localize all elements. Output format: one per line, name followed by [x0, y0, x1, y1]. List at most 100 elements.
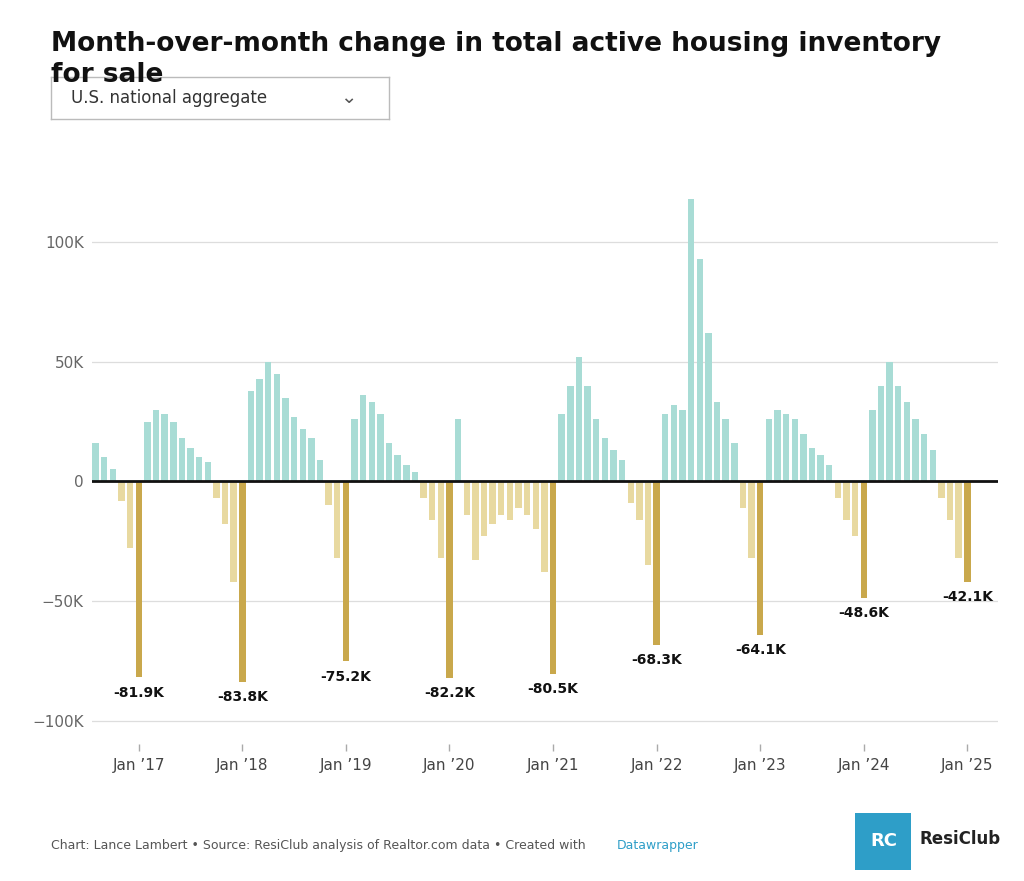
- Bar: [300, 429, 306, 481]
- Bar: [240, 481, 246, 682]
- Bar: [610, 450, 616, 481]
- Bar: [222, 481, 228, 524]
- Bar: [291, 417, 297, 481]
- Bar: [567, 386, 573, 481]
- Bar: [75, 414, 82, 481]
- Text: -81.9K: -81.9K: [114, 685, 164, 700]
- Bar: [455, 419, 462, 481]
- Bar: [542, 481, 548, 573]
- Bar: [550, 481, 556, 674]
- Text: -75.2K: -75.2K: [321, 670, 372, 684]
- Bar: [774, 410, 780, 481]
- Text: Month-over-month change in total active housing inventory: Month-over-month change in total active …: [51, 31, 941, 57]
- Bar: [119, 481, 125, 500]
- Bar: [817, 455, 824, 481]
- Text: ResiClub: ResiClub: [920, 830, 1000, 848]
- Bar: [162, 414, 168, 481]
- Bar: [826, 464, 833, 481]
- Bar: [844, 481, 850, 520]
- Text: -82.2K: -82.2K: [424, 686, 475, 700]
- Bar: [403, 464, 410, 481]
- Bar: [912, 419, 919, 481]
- Bar: [308, 439, 314, 481]
- Bar: [481, 481, 487, 537]
- Bar: [369, 403, 375, 481]
- Bar: [377, 414, 384, 481]
- Bar: [671, 405, 677, 481]
- Bar: [904, 403, 910, 481]
- Text: U.S. national aggregate: U.S. national aggregate: [72, 89, 267, 107]
- Bar: [334, 481, 341, 558]
- Bar: [179, 439, 185, 481]
- Bar: [749, 481, 755, 558]
- Bar: [653, 481, 659, 645]
- Bar: [938, 481, 945, 498]
- Bar: [283, 397, 289, 481]
- Bar: [696, 259, 703, 481]
- Bar: [58, 405, 65, 481]
- Bar: [489, 481, 496, 524]
- Bar: [421, 481, 427, 498]
- Bar: [265, 362, 271, 481]
- Bar: [757, 481, 764, 634]
- Text: -80.5K: -80.5K: [527, 682, 579, 696]
- Bar: [343, 481, 349, 662]
- Bar: [965, 481, 971, 582]
- Bar: [205, 463, 211, 481]
- Bar: [766, 419, 772, 481]
- Bar: [895, 386, 901, 481]
- Bar: [386, 443, 392, 481]
- Text: RC: RC: [870, 832, 898, 849]
- Text: for sale: for sale: [51, 62, 164, 88]
- Bar: [49, 429, 55, 481]
- Bar: [316, 460, 324, 481]
- Bar: [585, 386, 591, 481]
- Bar: [947, 481, 953, 520]
- Bar: [688, 199, 694, 481]
- Bar: [446, 481, 453, 678]
- Bar: [618, 460, 626, 481]
- Text: -42.1K: -42.1K: [942, 590, 993, 604]
- Bar: [187, 448, 194, 481]
- Bar: [852, 481, 858, 537]
- Bar: [783, 414, 790, 481]
- Bar: [92, 443, 99, 481]
- Bar: [575, 357, 583, 481]
- Bar: [869, 410, 876, 481]
- Bar: [498, 481, 505, 515]
- Bar: [360, 396, 367, 481]
- Text: ⌄: ⌄: [340, 88, 356, 107]
- Bar: [723, 419, 729, 481]
- Bar: [835, 481, 841, 498]
- Bar: [679, 410, 686, 481]
- Text: Chart: Lance Lambert • Source: ResiClub analysis of Realtor.com data • Created w: Chart: Lance Lambert • Source: ResiClub …: [51, 839, 590, 852]
- Bar: [472, 481, 478, 560]
- Bar: [110, 470, 116, 481]
- Bar: [273, 374, 281, 481]
- Bar: [921, 433, 928, 481]
- Bar: [593, 419, 599, 481]
- Bar: [437, 481, 444, 558]
- Text: -64.1K: -64.1K: [735, 643, 785, 657]
- Bar: [731, 443, 737, 481]
- Bar: [135, 481, 142, 677]
- Bar: [860, 481, 867, 597]
- Bar: [602, 439, 608, 481]
- Bar: [230, 481, 237, 581]
- Bar: [739, 481, 746, 507]
- Bar: [792, 419, 798, 481]
- Bar: [524, 481, 530, 515]
- Bar: [714, 403, 720, 481]
- Bar: [67, 350, 73, 481]
- Text: -48.6K: -48.6K: [839, 606, 889, 620]
- Bar: [507, 481, 513, 520]
- Bar: [248, 390, 254, 481]
- Bar: [170, 422, 176, 481]
- Bar: [101, 457, 108, 481]
- Bar: [127, 481, 133, 548]
- Bar: [558, 414, 565, 481]
- Bar: [394, 455, 401, 481]
- Bar: [706, 333, 712, 481]
- Bar: [645, 481, 651, 565]
- Bar: [930, 450, 936, 481]
